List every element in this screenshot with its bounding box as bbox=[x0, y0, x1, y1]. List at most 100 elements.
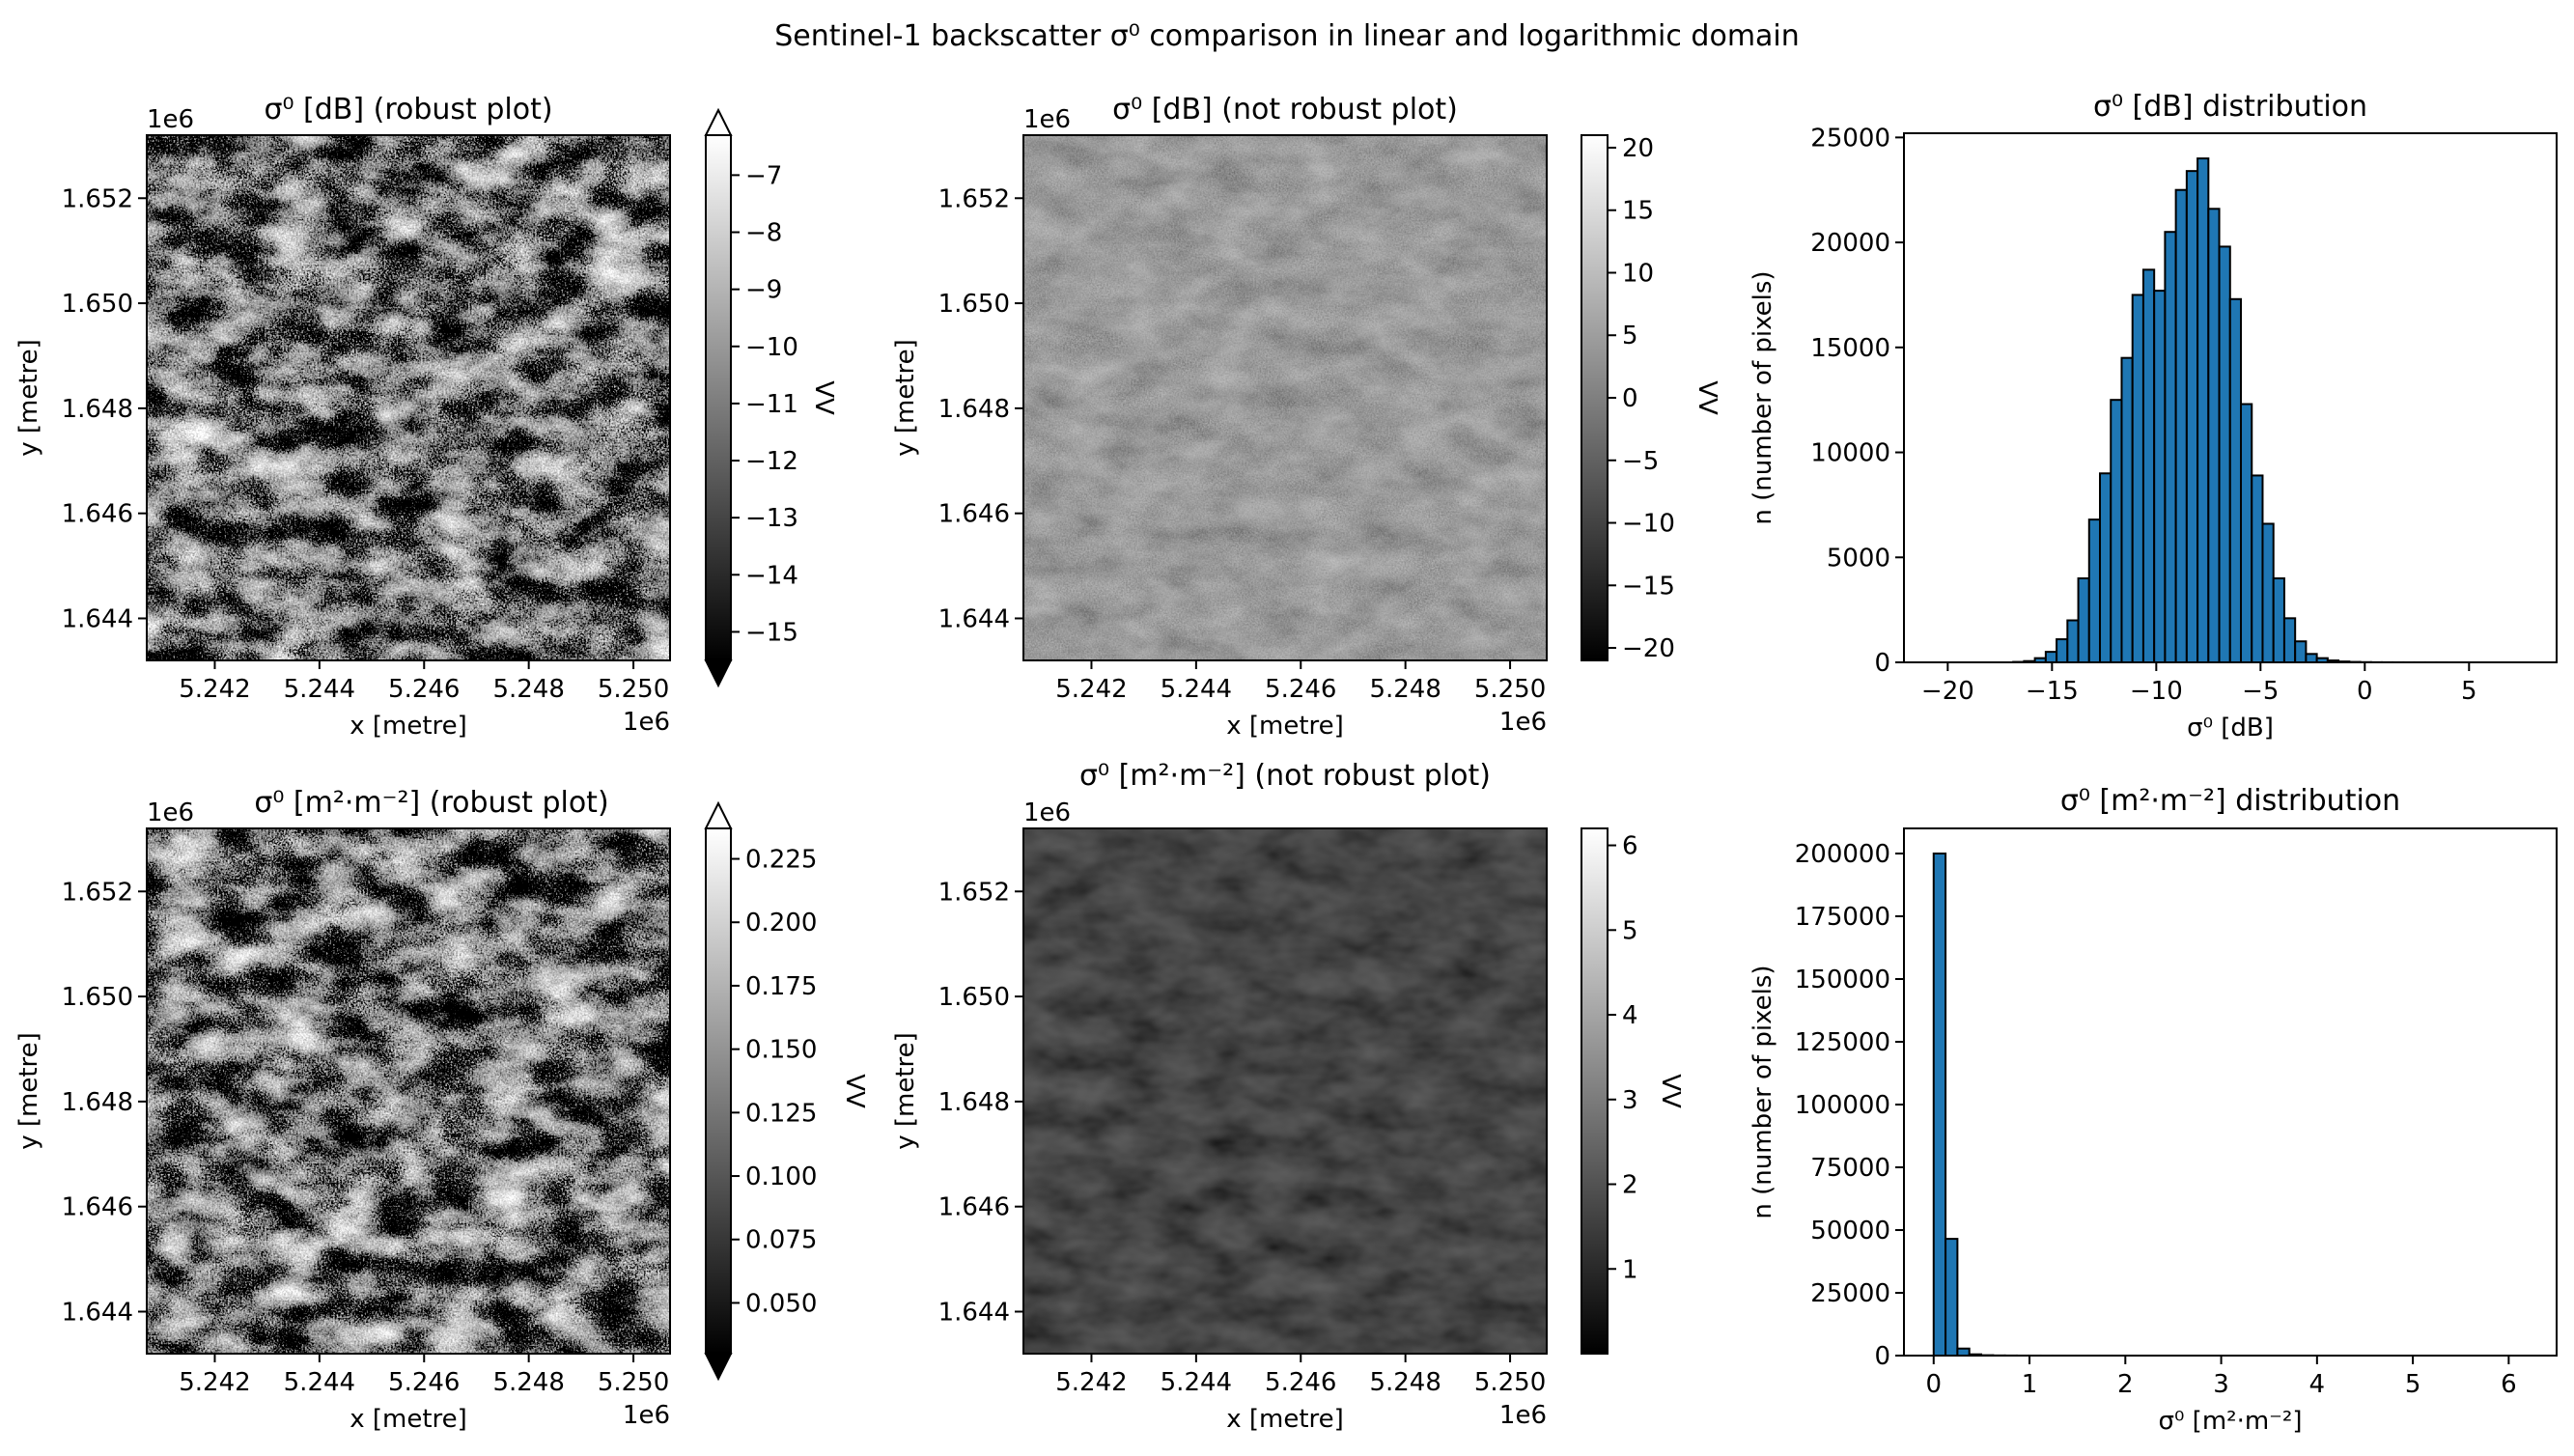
y-tick-label: 1.650 bbox=[938, 983, 1010, 1012]
colorbar-gradient bbox=[706, 828, 731, 1354]
colorbar-tick-label: 0.100 bbox=[745, 1162, 817, 1191]
histogram-bar bbox=[2185, 170, 2199, 663]
colorbar-tick-label: 0.125 bbox=[745, 1099, 817, 1128]
colorbar-tick-label: 3 bbox=[1622, 1086, 1638, 1115]
axes-frame bbox=[1903, 827, 2558, 1357]
y-tick-label: 1.652 bbox=[938, 878, 1010, 907]
x-tick-label: 4 bbox=[2309, 1370, 2326, 1399]
x-tick-label: 5 bbox=[2405, 1370, 2421, 1399]
colorbar-gradient bbox=[706, 135, 731, 660]
colorbar-extend-min bbox=[704, 659, 733, 688]
y-tick-label: 200000 bbox=[1795, 840, 1890, 869]
y-offset-label: 1e6 bbox=[147, 105, 194, 134]
y-tick-label: 1.648 bbox=[62, 395, 133, 424]
x-tick-label: 0 bbox=[1925, 1370, 1942, 1399]
y-tick-label: 10000 bbox=[1810, 439, 1890, 468]
panel-5: 5.242 5.244 5.246 5.248 5.250 1.644 1.646 1.648… bbox=[891, 759, 1685, 1434]
y-tick-label: 1.646 bbox=[62, 1193, 133, 1222]
colorbar-extend-max bbox=[704, 107, 733, 136]
colorbar-tick-label: −8 bbox=[745, 219, 782, 248]
x-axis-label: x [metre] bbox=[350, 712, 467, 741]
x-tick-label: 5.246 bbox=[388, 1368, 460, 1397]
y-axis-label: y [metre] bbox=[14, 339, 43, 457]
histogram-bar bbox=[2261, 522, 2275, 663]
y-offset-label: 1e6 bbox=[1023, 798, 1071, 827]
y-tick-label: 0 bbox=[1874, 649, 1890, 678]
histogram-bar bbox=[2153, 290, 2167, 663]
colorbar-tick-label: −20 bbox=[1622, 634, 1675, 663]
panel-4: 5.242 5.244 5.246 5.248 5.250 1.644 1.646 1.648… bbox=[14, 786, 869, 1434]
x-axis-label: x [metre] bbox=[1226, 1405, 1344, 1434]
y-tick-label: 1.646 bbox=[62, 500, 133, 529]
y-tick-label: 1.644 bbox=[62, 604, 133, 633]
y-tick-label: 25000 bbox=[1810, 124, 1890, 153]
x-tick-label: 5.248 bbox=[1369, 675, 1441, 704]
colorbar-tick-label: −10 bbox=[745, 333, 798, 362]
histogram-bar bbox=[1944, 1238, 1959, 1357]
y-tick-label: 1.650 bbox=[62, 290, 133, 319]
x-tick-label: 3 bbox=[2213, 1370, 2229, 1399]
panel-3: −20 −15 −10 −5 0 5 0 5000 10000 15000 20000 25000 σ⁰… bbox=[1749, 90, 2558, 742]
histogram-bar bbox=[2164, 231, 2177, 663]
panel-title: σ⁰ [m²·m⁻²] distribution bbox=[2060, 784, 2400, 818]
histogram-bar bbox=[2077, 577, 2090, 663]
histogram-bar bbox=[2228, 297, 2243, 663]
panel-title: σ⁰ [dB] distribution bbox=[2093, 90, 2367, 124]
y-axis-label: y [metre] bbox=[891, 339, 920, 457]
colorbar-extend-min bbox=[704, 1353, 733, 1382]
colorbar-tick-label: 0.200 bbox=[745, 909, 817, 938]
colorbar-tick-label: −10 bbox=[1622, 510, 1675, 539]
colorbar-tick-label: −15 bbox=[745, 618, 798, 647]
y-offset-label: 1e6 bbox=[147, 798, 194, 827]
y-tick-label: 1.652 bbox=[938, 184, 1010, 213]
x-offset-label: 1e6 bbox=[1499, 1401, 1547, 1430]
colorbar: 20 15 10 5 0 −5 −10 −15 −20 VV bbox=[1581, 134, 1721, 663]
colorbar-label: VV bbox=[809, 380, 838, 415]
y-tick-label: 5000 bbox=[1827, 544, 1890, 573]
y-tick-label: 100000 bbox=[1795, 1091, 1890, 1120]
panel-title: σ⁰ [dB] (not robust plot) bbox=[1112, 93, 1458, 126]
colorbar-label: VV bbox=[840, 1074, 869, 1108]
x-tick-label: 5.250 bbox=[1474, 1368, 1546, 1397]
colorbar-tick-label: −11 bbox=[745, 390, 798, 419]
x-tick-label: 5.242 bbox=[179, 1368, 250, 1397]
x-tick-label: 0 bbox=[2357, 677, 2373, 706]
y-offset-label: 1e6 bbox=[1023, 105, 1071, 134]
colorbar-tick-label: 1 bbox=[1622, 1255, 1638, 1284]
x-offset-label: 1e6 bbox=[1499, 708, 1547, 737]
histogram-bar bbox=[1932, 853, 1947, 1357]
x-tick-label: 5.248 bbox=[492, 675, 564, 704]
backscatter-image bbox=[1023, 135, 1547, 660]
panel-6: 0 1 2 3 4 5 6 0 25000 50000 75000 100000 125000 15000… bbox=[1749, 784, 2558, 1436]
x-axis-label: x [metre] bbox=[1226, 712, 1344, 741]
y-tick-label: 1.648 bbox=[938, 395, 1010, 424]
colorbar-tick-label: 6 bbox=[1622, 832, 1638, 861]
x-tick-label: 5.246 bbox=[1265, 675, 1336, 704]
axes-frame bbox=[1022, 827, 1548, 1355]
axes-frame bbox=[146, 134, 671, 661]
histogram-bar bbox=[2240, 403, 2253, 663]
y-tick-label: 1.648 bbox=[62, 1088, 133, 1117]
axes-frame bbox=[1903, 132, 2558, 663]
y-tick-label: 125000 bbox=[1795, 1028, 1890, 1057]
colorbar: 6 5 4 3 2 1 VV bbox=[1581, 827, 1685, 1355]
colorbar-tick-label: 4 bbox=[1622, 1001, 1638, 1030]
colorbar-tick-label: 0.050 bbox=[745, 1289, 817, 1318]
x-tick-label: −10 bbox=[2130, 677, 2183, 706]
x-tick-label: 5.244 bbox=[1161, 1368, 1232, 1397]
colorbar-tick-label: 15 bbox=[1622, 197, 1654, 226]
x-tick-label: 5.246 bbox=[1265, 1368, 1336, 1397]
colorbar-extend-max bbox=[704, 800, 733, 829]
colorbar-label: VV bbox=[1693, 380, 1721, 415]
y-axis-label: y [metre] bbox=[891, 1032, 920, 1150]
x-tick-label: 1 bbox=[2022, 1370, 2038, 1399]
y-tick-label: 20000 bbox=[1810, 229, 1890, 258]
colorbar-tick-label: −15 bbox=[1622, 572, 1675, 601]
y-tick-label: 1.644 bbox=[938, 1298, 1010, 1327]
y-axis-label: n (number of pixels) bbox=[1749, 270, 1777, 524]
colorbar: 0.225 0.200 0.175 0.150 0.125 0.100 0.075 0.050… bbox=[704, 800, 869, 1382]
histogram-bar bbox=[2044, 651, 2058, 664]
histogram-bar bbox=[2218, 245, 2231, 664]
y-tick-label: 150000 bbox=[1795, 966, 1890, 994]
histogram-bar bbox=[2120, 356, 2134, 663]
